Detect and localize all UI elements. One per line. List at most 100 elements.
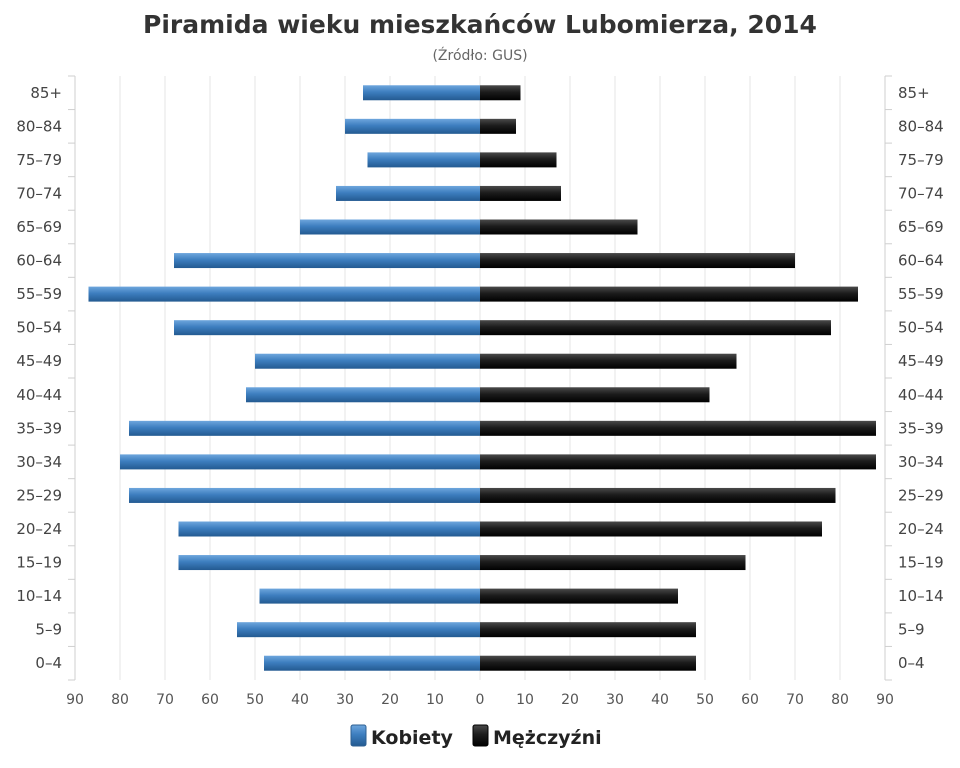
category-label-right: 55–59 <box>898 285 944 303</box>
bar-kobiety[interactable] <box>129 487 480 503</box>
x-tick-label: 70 <box>786 692 804 708</box>
bar-mezczyzni[interactable] <box>480 420 876 436</box>
bar-mezczyzni[interactable] <box>480 185 561 201</box>
x-tick-label: 40 <box>651 692 669 708</box>
category-label-right: 35–39 <box>898 419 944 437</box>
bar-kobiety[interactable] <box>363 85 480 101</box>
bar-mezczyzni[interactable] <box>480 353 737 369</box>
category-label-left: 35–39 <box>16 419 62 437</box>
bar-kobiety[interactable] <box>259 588 481 604</box>
category-label-left: 80–84 <box>16 117 62 135</box>
bar-mezczyzni[interactable] <box>480 387 710 403</box>
bar-kobiety[interactable] <box>174 253 480 269</box>
x-tick-label: 20 <box>381 692 399 708</box>
bar-kobiety[interactable] <box>264 655 480 671</box>
category-label-right: 70–74 <box>898 184 944 202</box>
bar-mezczyzni[interactable] <box>480 118 516 134</box>
category-label-left: 85+ <box>30 84 62 102</box>
bar-kobiety[interactable] <box>129 420 480 436</box>
bars-group <box>88 85 876 671</box>
bar-mezczyzni[interactable] <box>480 622 696 638</box>
category-label-right: 85+ <box>898 84 930 102</box>
bar-mezczyzni[interactable] <box>480 320 831 336</box>
category-label-left: 55–59 <box>16 285 62 303</box>
x-tick-label: 80 <box>831 692 849 708</box>
bar-kobiety[interactable] <box>178 521 481 537</box>
category-label-left: 45–49 <box>16 352 62 370</box>
category-label-right: 0–4 <box>898 654 925 672</box>
x-tick-label: 10 <box>426 692 444 708</box>
bar-mezczyzni[interactable] <box>480 219 638 235</box>
bar-kobiety[interactable] <box>345 118 480 134</box>
category-label-right: 20–24 <box>898 520 944 538</box>
category-label-left: 15–19 <box>16 554 62 572</box>
x-tick-label: 20 <box>561 692 579 708</box>
x-axis-ticks: 90 80 70 60 50 40 30 20 10 0 10 20 30 40 50 60 70 80 90 <box>66 692 894 708</box>
category-label-left: 20–24 <box>16 520 62 538</box>
bar-kobiety[interactable] <box>178 555 481 571</box>
category-label-right: 60–64 <box>898 252 944 270</box>
category-label-right: 45–49 <box>898 352 944 370</box>
x-tick-label: 50 <box>246 692 264 708</box>
category-label-right: 5–9 <box>898 621 925 639</box>
x-tick-label: 10 <box>516 692 534 708</box>
category-label-left: 40–44 <box>16 386 62 404</box>
bar-mezczyzni[interactable] <box>480 253 795 269</box>
legend[interactable]: Kobiety Mężczyźni <box>350 724 602 749</box>
bar-mezczyzni[interactable] <box>480 487 836 503</box>
category-labels: 85+ 85+ 80–84 80–84 75–79 75–79 70–74 70–74 65–6… <box>16 84 943 672</box>
bar-kobiety[interactable] <box>255 353 480 369</box>
category-label-left: 25–29 <box>16 486 62 504</box>
bar-kobiety[interactable] <box>174 320 480 336</box>
category-label-right: 80–84 <box>898 117 944 135</box>
bar-mezczyzni[interactable] <box>480 521 822 537</box>
bar-mezczyzni[interactable] <box>480 152 557 168</box>
category-label-left: 50–54 <box>16 319 62 337</box>
category-label-left: 60–64 <box>16 252 62 270</box>
category-label-left: 5–9 <box>35 621 62 639</box>
category-label-right: 10–14 <box>898 587 944 605</box>
x-tick-label: 60 <box>201 692 219 708</box>
bar-kobiety[interactable] <box>336 185 480 201</box>
legend-swatch-kobiety[interactable] <box>350 724 367 747</box>
bar-kobiety[interactable] <box>120 454 480 470</box>
bar-mezczyzni[interactable] <box>480 85 521 101</box>
x-tick-label: 30 <box>606 692 624 708</box>
x-tick-label: 40 <box>291 692 309 708</box>
category-label-right: 40–44 <box>898 386 944 404</box>
category-label-right: 30–34 <box>898 453 944 471</box>
bar-mezczyzni[interactable] <box>480 454 876 470</box>
bar-kobiety[interactable] <box>300 219 480 235</box>
bar-kobiety[interactable] <box>237 622 480 638</box>
bar-mezczyzni[interactable] <box>480 286 858 302</box>
bar-kobiety[interactable] <box>367 152 481 168</box>
x-tick-label: 80 <box>111 692 129 708</box>
category-label-left: 70–74 <box>16 184 62 202</box>
category-label-right: 15–19 <box>898 554 944 572</box>
x-tick-label: 90 <box>66 692 84 708</box>
category-label-left: 65–69 <box>16 218 62 236</box>
chart-title: Piramida wieku mieszkańców Lubomierza, 2… <box>143 10 817 39</box>
category-label-left: 30–34 <box>16 453 62 471</box>
category-label-left: 10–14 <box>16 587 62 605</box>
bar-mezczyzni[interactable] <box>480 655 696 671</box>
x-tick-label: 30 <box>336 692 354 708</box>
chart-subtitle: (Źródło: GUS) <box>432 46 527 64</box>
x-tick-label: 50 <box>696 692 714 708</box>
category-label-right: 25–29 <box>898 486 944 504</box>
gridlines <box>68 75 892 681</box>
x-tick-label: 60 <box>741 692 759 708</box>
x-tick-label: 0 <box>476 692 485 708</box>
category-label-right: 50–54 <box>898 319 944 337</box>
bar-mezczyzni[interactable] <box>480 588 678 604</box>
legend-label-mezczyzni[interactable]: Mężczyźni <box>493 727 602 749</box>
bar-kobiety[interactable] <box>246 387 480 403</box>
bar-mezczyzni[interactable] <box>480 555 746 571</box>
category-label-left: 75–79 <box>16 151 62 169</box>
legend-swatch-mezczyzni[interactable] <box>472 724 489 747</box>
legend-label-kobiety[interactable]: Kobiety <box>371 727 454 749</box>
category-label-right: 75–79 <box>898 151 944 169</box>
bar-kobiety[interactable] <box>88 286 481 302</box>
x-tick-label: 90 <box>876 692 894 708</box>
